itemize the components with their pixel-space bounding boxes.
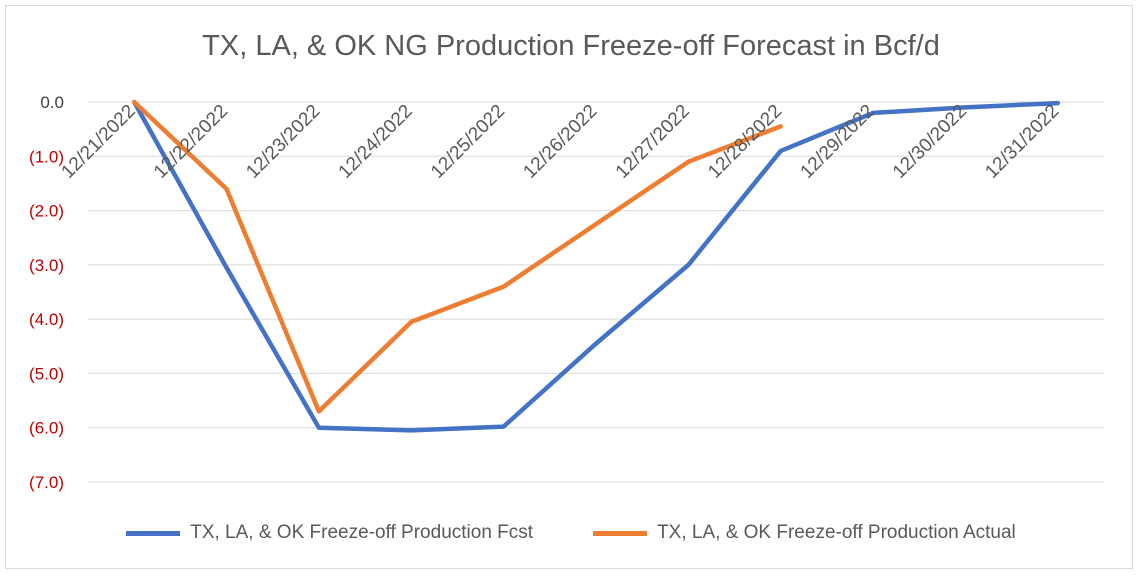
series-line-1 <box>131 99 783 414</box>
series-lines <box>131 99 1061 433</box>
y-tick-label-7: (7.0) <box>29 473 64 492</box>
y-tick-label-3: (3.0) <box>29 256 64 275</box>
legend: TX, LA, & OK Freeze-off Production Fcst … <box>0 519 1142 547</box>
y-tick-label-2: (2.0) <box>29 202 64 221</box>
chart-frame <box>5 5 1133 569</box>
x-tick-label-3: 12/24/2022 <box>335 101 417 183</box>
y-tick-label-1: (1.0) <box>29 147 64 166</box>
gridlines <box>88 101 1104 483</box>
y-tick-label-0: 0.0 <box>40 93 64 112</box>
x-tick-label-6: 12/27/2022 <box>612 101 694 183</box>
y-tick-label-6: (6.0) <box>29 419 64 438</box>
legend-item-actual: TX, LA, & OK Freeze-off Production Actua… <box>593 522 1016 544</box>
x-tick-label-0: 12/21/2022 <box>58 101 140 183</box>
legend-label-fcst: TX, LA, & OK Freeze-off Production Fcst <box>190 522 534 543</box>
legend-swatch-fcst <box>126 530 181 536</box>
chart-title: TX, LA, & OK NG Production Freeze-off Fo… <box>202 30 940 62</box>
x-tick-label-2: 12/23/2022 <box>242 101 324 183</box>
legend-item-fcst: TX, LA, & OK Freeze-off Production Fcst <box>126 522 533 544</box>
x-tick-label-4: 12/25/2022 <box>427 101 509 183</box>
x-tick-label-10: 12/31/2022 <box>981 101 1063 183</box>
y-tick-label-5: (5.0) <box>29 364 64 383</box>
x-tick-label-5: 12/26/2022 <box>519 101 601 183</box>
legend-swatch-actual <box>593 530 648 536</box>
x-tick-label-1: 12/22/2022 <box>150 101 232 183</box>
series-line-0 <box>131 99 1061 433</box>
y-axis-tick-labels: 0.0 (1.0) (2.0) (3.0) (4.0) (5.0) (6.0) (7.0) <box>29 93 64 492</box>
legend-label-actual: TX, LA, & OK Freeze-off Production Actua… <box>657 522 1016 543</box>
y-tick-label-4: (4.0) <box>29 310 64 329</box>
x-tick-label-7: 12/28/2022 <box>704 101 786 183</box>
